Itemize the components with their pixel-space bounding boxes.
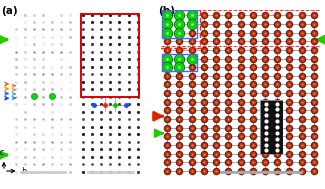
Bar <box>162 10 197 38</box>
Text: c: c <box>0 148 4 157</box>
Text: b: b <box>22 167 27 177</box>
Text: (a): (a) <box>2 6 18 16</box>
Bar <box>81 14 139 97</box>
Bar <box>162 53 197 71</box>
Text: (b): (b) <box>159 6 176 16</box>
Bar <box>159 8 200 48</box>
